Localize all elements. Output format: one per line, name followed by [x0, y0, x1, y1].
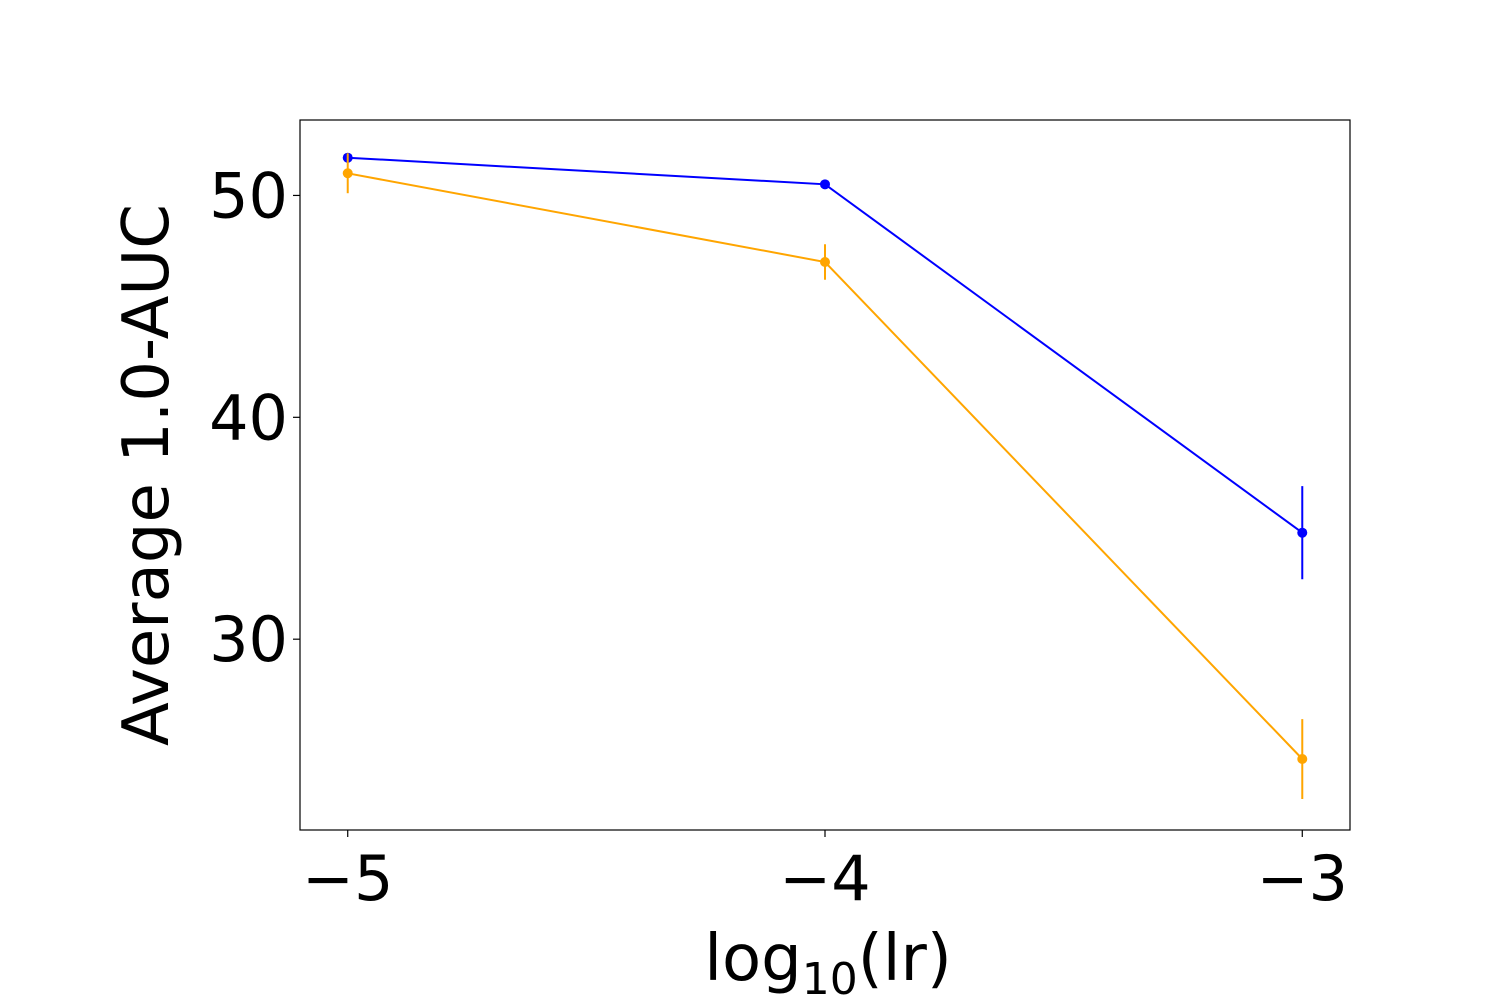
- x-axis-label: log10(lr): [704, 922, 952, 1000]
- x-axis-label-subscript: 10: [802, 954, 858, 1000]
- y-tick-label: 30: [209, 603, 288, 676]
- x-axis-label-rest: (lr): [858, 922, 952, 996]
- x-tick-label: −5: [302, 842, 393, 915]
- data-point: [1297, 754, 1308, 764]
- x-tick-label: −4: [779, 842, 870, 915]
- data-point: [342, 168, 353, 179]
- y-axis-label: Average 1.0-AUC: [110, 204, 184, 746]
- data-point: [820, 257, 830, 267]
- x-axis: −5 −4 −3: [302, 830, 1348, 915]
- data-point: [820, 179, 830, 190]
- x-tick-label: −3: [1257, 842, 1348, 915]
- y-axis: 30 40 50: [209, 159, 300, 676]
- data-point: [1297, 527, 1308, 538]
- x-axis-label-base: log: [704, 922, 802, 996]
- series-1: [342, 152, 1308, 580]
- series-layer: [342, 152, 1308, 799]
- plot-area: [299, 119, 1351, 831]
- y-tick-label: 40: [209, 381, 288, 454]
- series-2: [342, 153, 1308, 799]
- y-tick-label: 50: [209, 159, 288, 232]
